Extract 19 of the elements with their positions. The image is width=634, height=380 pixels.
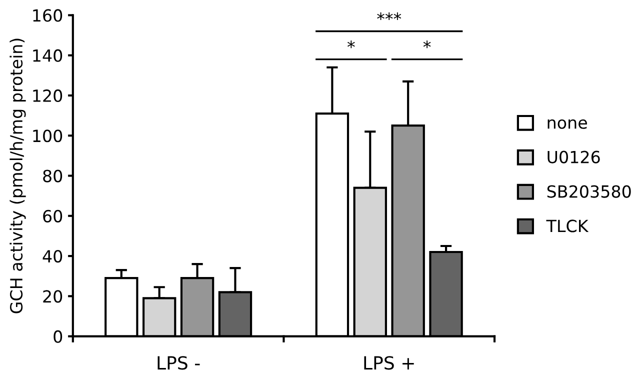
y-tick-label: 160 bbox=[33, 9, 62, 22]
legend-label: none bbox=[548, 119, 587, 129]
x-tick-label: LPS - bbox=[158, 356, 200, 370]
y-tick-label: 20 bbox=[43, 290, 62, 303]
legend-label: U0126 bbox=[548, 150, 600, 164]
y-tick-label: 40 bbox=[42, 250, 62, 263]
annotation: * bbox=[348, 40, 355, 48]
y-tick-label: 100 bbox=[33, 130, 62, 142]
legend-label: SB203580 bbox=[547, 185, 631, 198]
y-tick-label: 140 bbox=[33, 49, 62, 62]
y-tick-label: 0 bbox=[54, 330, 62, 343]
y-tick-label: 120 bbox=[33, 89, 62, 102]
y-tick-label: 60 bbox=[43, 210, 62, 222]
y-axis-title: GCH activity (pmol/h/mg protein) bbox=[10, 38, 26, 314]
annotation: * bbox=[423, 40, 431, 48]
x-tick-label: LPS + bbox=[364, 356, 414, 370]
legend-label: TLCK bbox=[546, 220, 589, 232]
annotation: *** bbox=[377, 12, 402, 20]
y-tick-label: 80 bbox=[43, 170, 62, 182]
